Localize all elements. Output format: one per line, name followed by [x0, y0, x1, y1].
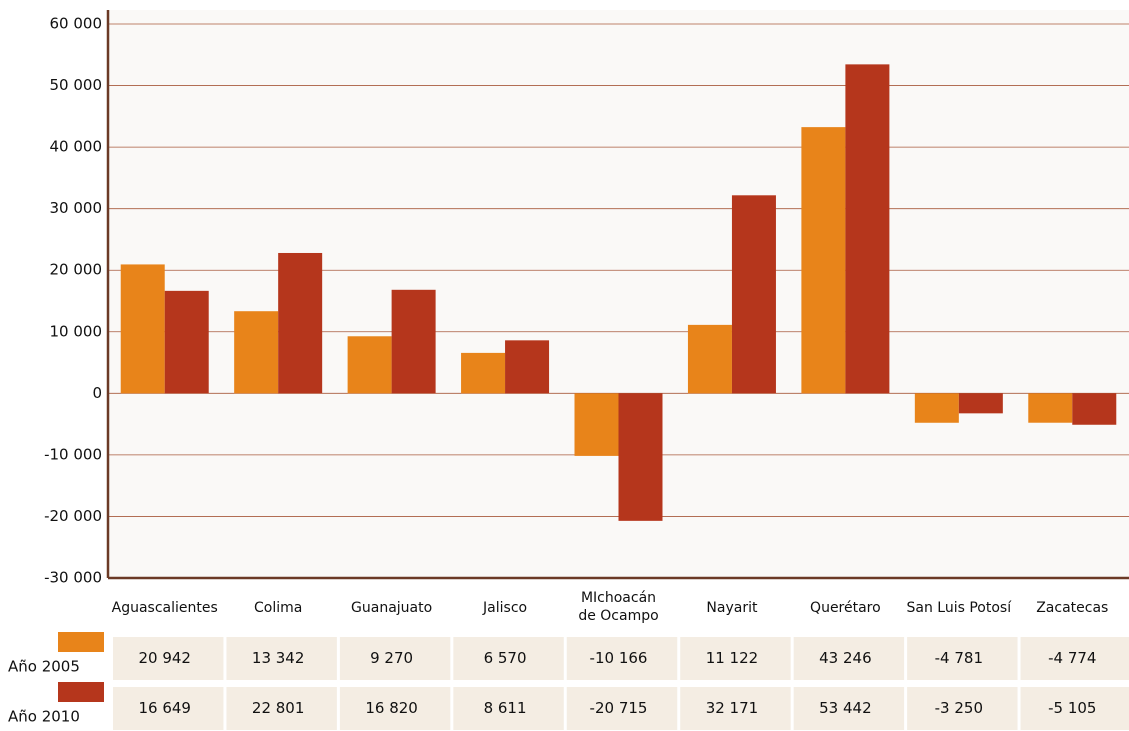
table-cell	[680, 687, 791, 730]
bar	[234, 311, 279, 394]
table-value: 9 270	[370, 649, 413, 667]
table-value: 20 942	[138, 649, 191, 667]
legend-label: Año 2005	[8, 658, 80, 676]
table-value: 16 649	[138, 699, 191, 717]
table-cell	[226, 687, 337, 730]
bar	[914, 393, 959, 423]
table-cell	[453, 637, 564, 680]
table-cell	[113, 637, 224, 680]
y-tick-label: 0	[92, 384, 102, 402]
y-tick-label: 10 000	[50, 322, 103, 340]
bar	[731, 195, 776, 394]
table-cell	[1020, 637, 1129, 680]
table-value: -4 774	[1048, 649, 1096, 667]
bar	[120, 264, 165, 394]
x-tick-label: Querétaro	[810, 600, 881, 616]
table-cell	[226, 637, 337, 680]
table-cell	[113, 687, 224, 730]
table-value: 32 171	[706, 699, 759, 717]
legend-swatch	[58, 632, 104, 652]
table-value: 43 246	[819, 649, 872, 667]
y-tick-label: 30 000	[50, 199, 103, 217]
y-tick-label: 60 000	[50, 15, 103, 33]
x-tick-label: MIchoacán de Ocampo	[578, 590, 658, 624]
table-value: 53 442	[819, 699, 872, 717]
table-value: 16 820	[365, 699, 418, 717]
table-value: 22 801	[252, 699, 305, 717]
table-value: -4 781	[935, 649, 983, 667]
x-tick-label: Colima	[254, 600, 302, 616]
y-tick-label: -30 000	[44, 569, 102, 587]
y-tick-label: 20 000	[50, 261, 103, 279]
table-value: -20 715	[590, 699, 648, 717]
bar	[505, 340, 550, 394]
table-cell	[793, 637, 905, 680]
table-cell	[566, 637, 678, 680]
legend-label: Año 2010	[8, 708, 80, 726]
y-tick-label: 50 000	[50, 76, 103, 94]
x-tick-label: Guanajuato	[351, 600, 432, 616]
bar	[347, 336, 392, 394]
table-cell	[793, 687, 905, 730]
table-value: 13 342	[252, 649, 305, 667]
table-value: 11 122	[706, 649, 759, 667]
bar	[845, 64, 890, 394]
bar	[391, 289, 436, 394]
y-tick-label: -20 000	[44, 507, 102, 525]
bar	[801, 127, 846, 394]
table-value: -10 166	[590, 649, 648, 667]
table-value: 8 611	[484, 699, 527, 717]
table-cell	[339, 637, 451, 680]
x-tick-label: Nayarit	[706, 600, 758, 616]
x-tick-label: Aguascalientes	[112, 600, 218, 616]
bar	[278, 252, 323, 394]
bar	[687, 324, 732, 394]
y-tick-label: -10 000	[44, 445, 102, 463]
table-cell	[453, 687, 564, 730]
table-cell	[339, 687, 451, 730]
table-cell	[1020, 687, 1129, 730]
table-cell	[907, 687, 1018, 730]
x-tick-label: Jalisco	[482, 600, 527, 616]
bar	[1028, 393, 1073, 423]
table-value: 6 570	[484, 649, 527, 667]
x-tick-label: San Luis Potosí	[907, 600, 1013, 616]
table-cell	[566, 687, 678, 730]
bar	[461, 352, 506, 394]
bar	[618, 393, 663, 521]
legend-swatch	[58, 682, 104, 702]
bar	[164, 290, 209, 394]
bar	[958, 393, 1003, 414]
table-value: -3 250	[935, 699, 983, 717]
table-cell	[680, 637, 791, 680]
y-tick-label: 40 000	[50, 138, 103, 156]
x-tick-label: Zacatecas	[1036, 600, 1108, 616]
bar	[1072, 393, 1117, 425]
table-value: -5 105	[1048, 699, 1096, 717]
bar	[574, 393, 619, 456]
table-cell	[907, 637, 1018, 680]
